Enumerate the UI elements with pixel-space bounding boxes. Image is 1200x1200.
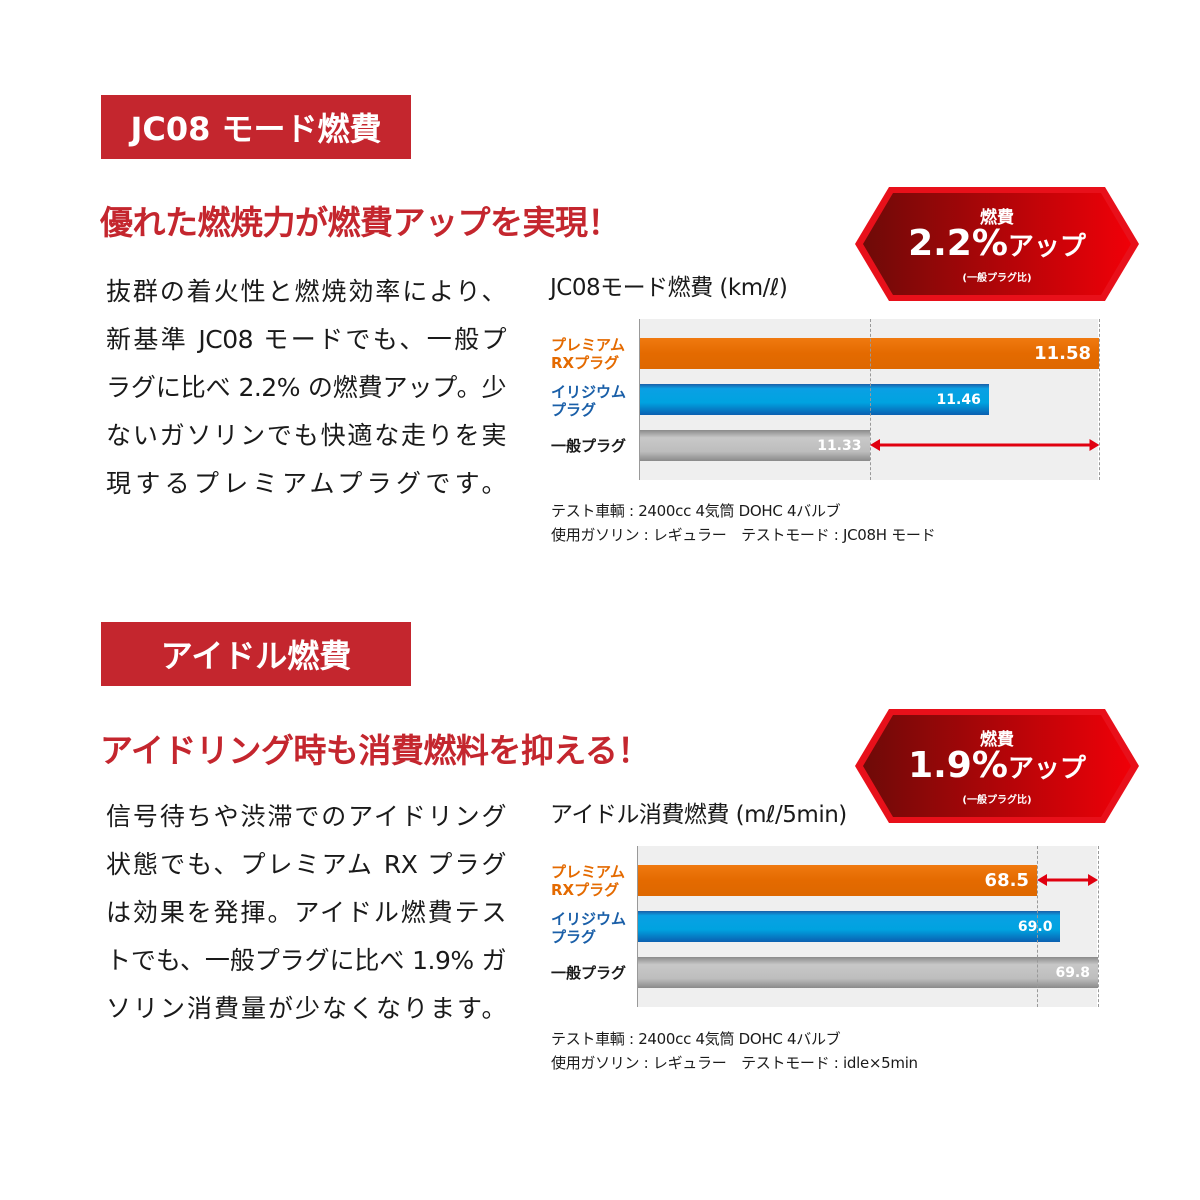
body-text-line: 現するプレミアムプラグです。 (106, 469, 507, 498)
body-text-line: トでも、一般プラグに比べ 1.9% ガ (106, 946, 507, 975)
category-label: プレミアム RXプラグ (551, 863, 625, 899)
chart-title: アイドル消費燃費 (mℓ/5min) (550, 802, 847, 828)
category-label: イリジウム プラグ (551, 383, 627, 419)
section-header: アイドル燃費 (101, 622, 411, 686)
badge-label: 燃費 (980, 730, 1014, 750)
test-condition-note: テスト車輌 : 2400cc 4気筒 DOHC 4バルブ (551, 502, 841, 520)
difference-arrow (1036, 874, 1098, 886)
body-text-line: ラグに比べ 2.2% の燃費アップ。少 (106, 373, 507, 402)
standard-bar: 69.8 (638, 957, 1098, 988)
test-condition-note: テスト車輌 : 2400cc 4気筒 DOHC 4バルブ (551, 1030, 841, 1048)
reference-line (1099, 319, 1100, 480)
body-text-line: ないガソリンでも快適な走りを実 (106, 421, 507, 450)
badge-value: 1.9%アップ (908, 745, 1086, 786)
body-text-line: は効果を発揮。アイドル燃費テス (106, 898, 507, 927)
headline: アイドリング時も消費燃料を抑える！ (100, 731, 650, 770)
bar-value-label: 69.8 (1055, 964, 1090, 981)
improvement-badge: 燃費 2.2%アップ (一般プラグ比) (855, 187, 1139, 301)
headline: 優れた燃焼力が燃費アップを実現！ (100, 203, 621, 242)
reference-line (869, 319, 871, 480)
body-text-line: 抜群の着火性と燃焼効率により、 (106, 277, 507, 306)
body-text-line: ソリン消費量が少なくなります。 (106, 994, 507, 1023)
badge-label: 燃費 (980, 208, 1014, 228)
bar-value-label: 11.33 (817, 437, 862, 454)
category-label: 一般プラグ (551, 437, 627, 455)
section-header: JC08 モード燃費 (101, 95, 411, 159)
premium-rx-bar: 68.5 (638, 865, 1037, 896)
badge-note: (一般プラグ比) (962, 795, 1032, 806)
standard-bar: 11.33 (640, 430, 870, 461)
hexagon-badge-shape (855, 187, 1139, 301)
badge-value: 2.2%アップ (908, 223, 1086, 264)
bar-value-label: 11.46 (936, 391, 981, 408)
body-text-line: 信号待ちや渋滞でのアイドリング (106, 802, 507, 831)
bar-value-label: 68.5 (984, 870, 1029, 891)
difference-arrow (869, 439, 1099, 451)
category-label: 一般プラグ (551, 964, 627, 982)
body-text-line: 状態でも、プレミアム RX プラグ (106, 850, 507, 879)
iridium-bar: 69.0 (638, 911, 1061, 942)
test-condition-note: 使用ガソリン : レギュラー テストモード : JC08H モード (551, 526, 936, 544)
hexagon-badge-shape (855, 709, 1139, 823)
badge-note: (一般プラグ比) (962, 273, 1032, 284)
category-label: プレミアム RXプラグ (551, 336, 625, 372)
reference-line (1036, 846, 1038, 1007)
reference-line (1098, 846, 1099, 1007)
bar-value-label: 69.0 (1017, 918, 1053, 935)
bar-chart: 11.58 11.46 11.33 (639, 319, 1100, 480)
test-condition-note: 使用ガソリン : レギュラー テストモード : idle×5min (551, 1054, 918, 1072)
iridium-bar: 11.46 (640, 384, 989, 415)
bar-value-label: 11.58 (1034, 343, 1091, 364)
bar-chart: 68.5 69.0 69.8 (637, 846, 1099, 1007)
category-label: イリジウム プラグ (551, 910, 627, 946)
body-text-line: 新基準 JC08 モードでも、一般プ (106, 325, 507, 354)
chart-title: JC08モード燃費 (km/ℓ) (550, 275, 788, 301)
improvement-badge: 燃費 1.9%アップ (一般プラグ比) (855, 709, 1139, 823)
